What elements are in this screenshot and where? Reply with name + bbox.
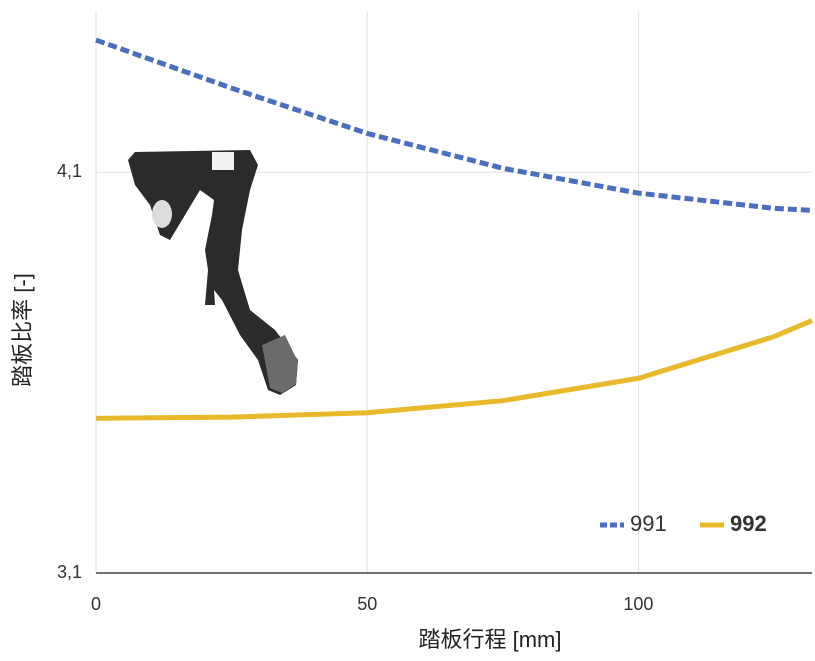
y-axis-title: 踏板比率 [-]: [10, 273, 35, 387]
x-tick-label: 50: [357, 594, 377, 614]
pedal-illustration: [128, 150, 298, 395]
series-line: [96, 321, 812, 419]
plot-layer: 3,1 4,1 0 50 100 991 992: [57, 40, 812, 614]
legend-label: 991: [630, 511, 667, 536]
x-tick-label: 0: [91, 594, 101, 614]
x-axis-title: 踏板行程 [mm]: [419, 627, 562, 652]
legend-label: 992: [730, 511, 767, 536]
chart: 踏板行程 [mm] 踏板比率 [-] 3,1 4,1 0 50 100 991 992: [0, 0, 815, 661]
y-tick-label: 3,1: [57, 562, 82, 582]
x-tick-label: 100: [623, 594, 653, 614]
y-tick-label: 4,1: [57, 161, 82, 181]
